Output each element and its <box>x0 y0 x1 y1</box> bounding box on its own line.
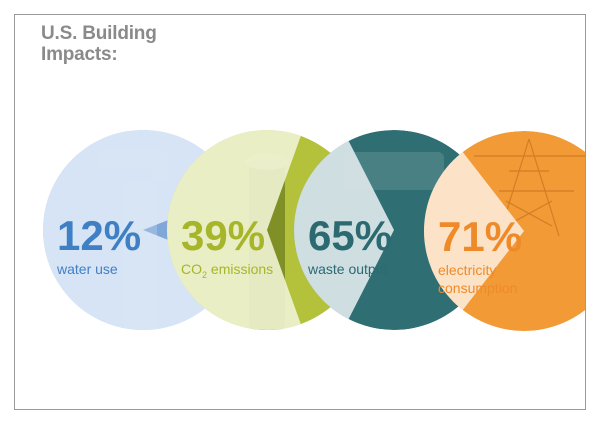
category-label-1: water use <box>56 261 118 277</box>
title-line-2: Impacts: <box>41 44 118 65</box>
power-tower-icon <box>474 138 585 237</box>
category-label-3: waste output <box>307 261 387 277</box>
title-line-1: U.S. Building <box>41 23 157 44</box>
impact-chart: 12% water use 39% CO2 emissions 65% waste out… <box>43 130 585 331</box>
waste-bin-icon <box>344 152 444 190</box>
remainder-wedge-2 <box>167 130 302 330</box>
percent-label-4: 71% <box>438 213 522 260</box>
remainder-wedge-4 <box>424 150 524 312</box>
category-label-2: CO2 emissions <box>181 261 273 280</box>
remainder-wedge-3 <box>294 139 394 321</box>
percent-label-3: 65% <box>308 212 392 259</box>
percent-label-1: 12% <box>57 212 141 259</box>
infographic-frame: U.S. Building Impacts: 12% water use 39% CO… <box>14 14 586 410</box>
impact-circle-4: 71%electricity consumption <box>424 131 585 331</box>
percent-label-2: 39% <box>181 212 265 259</box>
page-title: U.S. Building Impacts: <box>41 23 157 65</box>
category-label-4: electricity consumption <box>438 262 517 296</box>
